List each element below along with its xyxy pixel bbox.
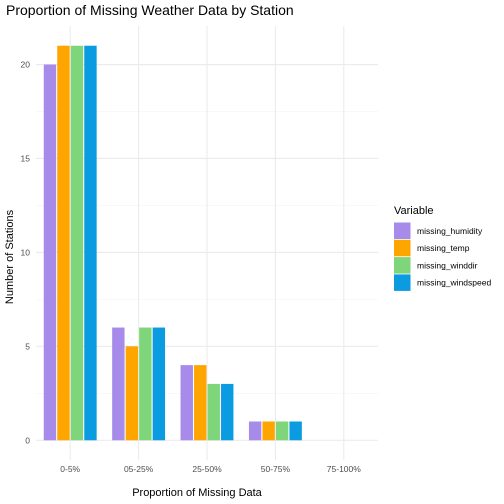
bar-missing_humidity-25-50% xyxy=(181,365,193,440)
legend-label-missing_windspeed: missing_windspeed xyxy=(417,278,491,288)
bar-missing_temp-25-50% xyxy=(194,365,206,440)
legend-key-missing_winddir xyxy=(394,257,411,274)
legend-label-missing_humidity: missing_humidity xyxy=(417,226,483,236)
chart-title: Proportion of Missing Weather Data by St… xyxy=(6,2,294,18)
bar-missing_temp-50-75% xyxy=(262,421,274,440)
bar-missing_humidity-50-75% xyxy=(249,421,261,440)
bars xyxy=(44,46,302,441)
bar-missing_humidity-0-5% xyxy=(44,65,56,441)
x-axis: 0-5% 05-25% 25-50% 50-75% 75-100% xyxy=(60,464,361,474)
y-axis: 0 5 10 15 20 xyxy=(21,60,31,446)
y-tick-label: 5 xyxy=(25,341,30,351)
legend-title: Variable xyxy=(394,205,434,217)
x-axis-title: Proportion of Missing Data xyxy=(132,487,262,499)
legend-key-missing_windspeed xyxy=(394,274,411,291)
legend-label-missing_winddir: missing_winddir xyxy=(417,260,478,270)
y-tick-label: 0 xyxy=(25,435,30,445)
bar-missing_temp-0-5% xyxy=(57,46,69,441)
legend-key-missing_temp xyxy=(394,240,411,256)
bar-missing_winddir-50-75% xyxy=(276,421,288,440)
legend-label-missing_temp: missing_temp xyxy=(417,243,470,253)
x-tick-label: 05-25% xyxy=(124,464,154,474)
legend-key-missing_humidity xyxy=(394,223,411,240)
bar-missing_windspeed-25-50% xyxy=(221,384,233,440)
legend: Variable missing_humidity missing_tempmis… xyxy=(394,205,491,291)
bar-missing_windspeed-05-25% xyxy=(153,328,165,441)
y-tick-label: 10 xyxy=(21,247,31,257)
y-tick-label: 20 xyxy=(21,60,31,70)
x-tick-label: 75-100% xyxy=(327,464,361,474)
y-tick-label: 15 xyxy=(21,153,31,163)
bar-missing_windspeed-0-5% xyxy=(84,46,96,441)
bar-missing_windspeed-50-75% xyxy=(289,421,301,440)
bar-missing_winddir-25-50% xyxy=(208,384,220,440)
y-axis-title: Number of Stations xyxy=(4,209,16,304)
bar-missing_humidity-05-25% xyxy=(112,328,124,441)
x-tick-label: 0-5% xyxy=(60,464,80,474)
bar-missing_winddir-0-5% xyxy=(71,46,83,441)
bar-missing_temp-05-25% xyxy=(126,346,138,440)
bar-missing_winddir-05-25% xyxy=(139,328,151,441)
x-tick-label: 25-50% xyxy=(192,464,222,474)
x-tick-label: 50-75% xyxy=(261,464,291,474)
